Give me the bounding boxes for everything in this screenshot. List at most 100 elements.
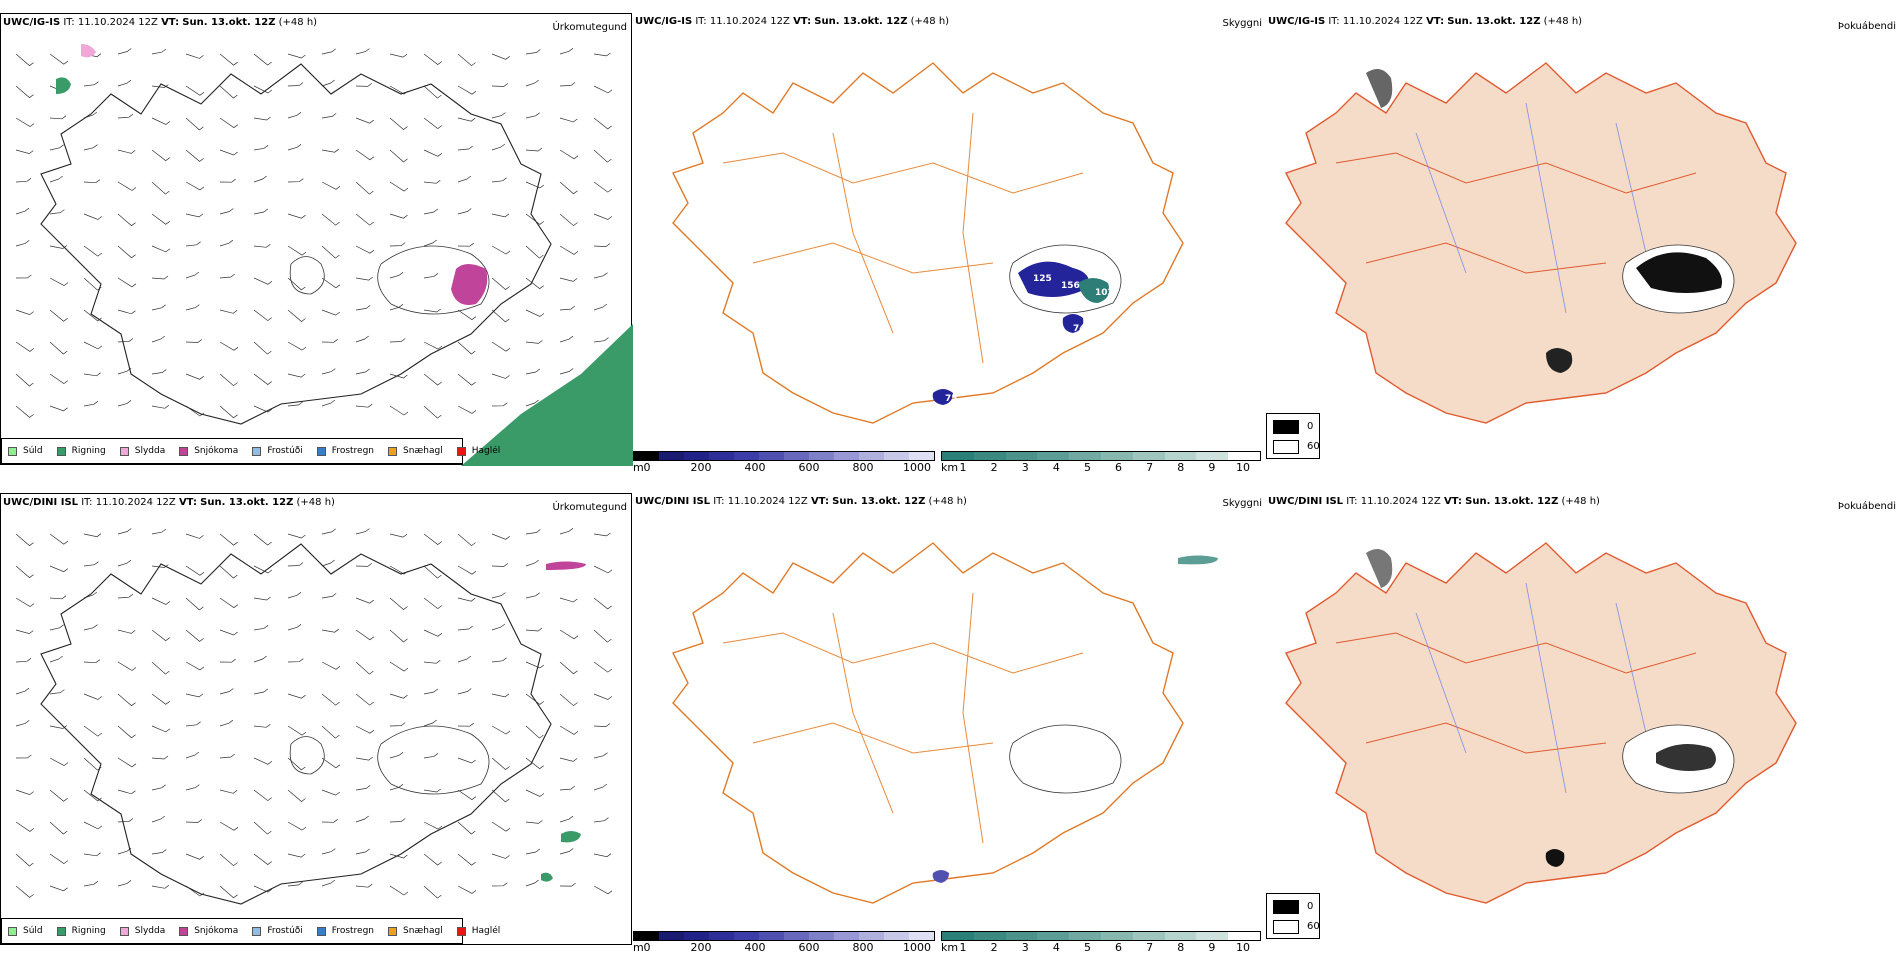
wind-barb	[117, 277, 137, 288]
wind-barbs	[15, 48, 613, 419]
wind-barb	[389, 338, 406, 343]
precip-legend: Súld Rigning Slydda Snjókoma Frostúði Frostre…	[1, 918, 500, 944]
wind-barb	[389, 181, 409, 192]
wind-barb	[355, 725, 375, 734]
wind-barb	[491, 112, 506, 119]
visibility-cell	[942, 932, 974, 940]
height-cell	[884, 932, 909, 940]
vt-value: Sun. 13.okt. 12Z	[814, 16, 908, 27]
wind-barb	[219, 208, 234, 215]
wind-barb	[457, 688, 472, 695]
wind-barb	[185, 181, 205, 191]
visibility-tick: 9	[1208, 941, 1216, 954]
legend-swatch	[252, 446, 262, 456]
height-cell	[734, 932, 759, 940]
wind-barb	[525, 879, 539, 887]
wind-barb	[253, 655, 267, 663]
height-cell	[834, 452, 859, 460]
height-cell	[759, 932, 784, 940]
legend-swatch	[179, 926, 189, 936]
visibility-cell	[1005, 452, 1038, 460]
wind-barb	[389, 693, 408, 699]
wind-barb	[389, 373, 408, 379]
wind-barb	[253, 85, 273, 94]
height-cell	[884, 452, 909, 460]
wind-barb	[83, 277, 102, 291]
fog-swatch-light	[1273, 440, 1299, 454]
wind-barb	[491, 83, 509, 87]
model-name: UWC/DINI ISL	[3, 497, 79, 508]
visibility-cell	[1037, 932, 1070, 940]
wind-barb	[49, 757, 69, 767]
snow-area-northeast	[546, 561, 586, 570]
wind-barb	[593, 629, 612, 643]
it-value: 11.10.2024 12Z	[95, 497, 176, 508]
wind-barb	[219, 53, 238, 66]
wind-barb	[219, 821, 239, 831]
visibility-tick: 2	[990, 461, 998, 474]
visibility-unit: km	[941, 461, 959, 474]
wind-barb	[253, 688, 269, 695]
wind-barb	[321, 725, 340, 739]
wind-barb	[219, 658, 236, 663]
wind-barb	[49, 725, 68, 729]
height-tick: 1000	[903, 941, 931, 954]
legend-label: Rigning	[71, 926, 106, 936]
wind-barb	[185, 373, 204, 380]
wind-barb	[83, 372, 101, 377]
wind-barb	[423, 180, 441, 184]
wind-barb	[15, 687, 30, 695]
wind-barb	[593, 52, 611, 57]
wind-barb	[355, 181, 374, 195]
fog-map	[1285, 542, 1797, 904]
it-label: IT:	[81, 497, 93, 508]
wind-barb	[151, 564, 169, 568]
road-network	[1335, 152, 1697, 274]
fog-scale-top: 0	[1307, 901, 1314, 912]
wind-barb	[151, 304, 166, 311]
wind-barb	[355, 563, 372, 567]
legend-item: Haglél	[456, 446, 500, 456]
wind-barb	[151, 755, 169, 760]
wind-barb	[355, 48, 370, 55]
wind-barb	[219, 753, 236, 759]
wind-barb	[49, 53, 69, 65]
cloud-base-label: 64	[1079, 302, 1092, 312]
height-cell	[684, 932, 709, 940]
wind-barb	[457, 722, 474, 727]
cloud-base-label: 74	[1073, 324, 1086, 334]
wind-barb	[185, 751, 200, 759]
wind-barb	[355, 756, 373, 761]
wind-barb	[559, 82, 576, 87]
wind-barb	[457, 597, 476, 602]
wind-barb	[321, 339, 338, 343]
wind-barb	[117, 789, 136, 795]
sleet-area	[81, 44, 96, 58]
visibility-cell	[973, 452, 1006, 460]
wind-barb	[559, 597, 578, 603]
legend-item: Snæhagl	[388, 926, 443, 936]
wind-barb	[287, 562, 304, 567]
iceland-coastline	[672, 542, 1184, 904]
wind-barb	[287, 144, 302, 151]
height-cell	[859, 452, 884, 460]
legend-swatch	[388, 446, 398, 456]
wind-barb	[423, 373, 442, 386]
wind-barb	[593, 597, 612, 610]
wind-barb	[593, 565, 613, 574]
wind-barb	[559, 661, 578, 675]
wind-barb	[593, 661, 613, 673]
wind-barb	[253, 145, 269, 151]
visibility-cell	[973, 932, 1006, 940]
height-tick: 400	[744, 941, 766, 954]
wind-barb	[355, 528, 370, 535]
wind-barb	[593, 117, 612, 130]
wind-barb	[219, 239, 234, 247]
wind-barb	[423, 405, 442, 419]
wind-barb	[49, 885, 68, 892]
wind-barb	[49, 853, 69, 865]
wind-barb	[593, 885, 613, 895]
vt-label: VT:	[793, 16, 812, 27]
visibility-map: 125 156 102 121 74 64 75	[672, 62, 1184, 424]
wind-barb	[117, 818, 134, 823]
